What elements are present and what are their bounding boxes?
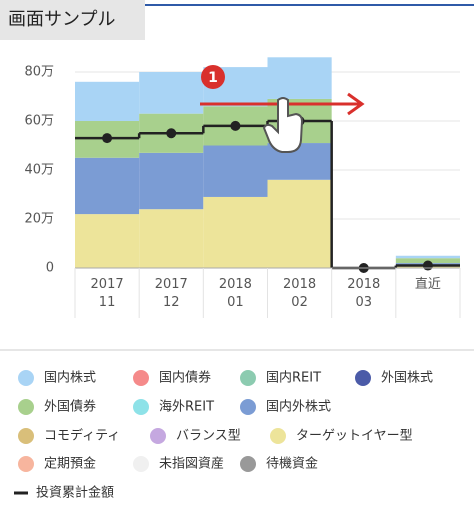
legend-label: コモディティ xyxy=(44,428,120,444)
y-tick-label: 80万 xyxy=(24,65,54,80)
legend-swatch xyxy=(240,370,256,386)
area-segment xyxy=(139,152,204,210)
y-tick-label: 0 xyxy=(46,261,54,276)
legend-label: ターゲットイヤー型 xyxy=(296,429,413,444)
legend-swatch xyxy=(240,456,256,472)
legend-label: 投資累計金額 xyxy=(36,485,114,501)
legend-label: 国内債券 xyxy=(159,370,211,386)
x-tick-label: 2018 02 xyxy=(283,277,317,310)
area-segment xyxy=(75,214,140,268)
annotation-number: 1 xyxy=(208,70,218,86)
legend-swatch xyxy=(270,428,286,444)
legend-label: バランス型 xyxy=(176,429,241,444)
legend-label: 外国株式 xyxy=(381,371,433,386)
legend-swatch xyxy=(355,370,371,386)
x-tick-label: 2017 11 xyxy=(90,277,124,310)
area-segment xyxy=(139,209,204,268)
annotation-badge xyxy=(201,65,225,89)
legend-swatch xyxy=(133,456,149,472)
area-segment xyxy=(203,145,268,197)
y-tick-label: 40万 xyxy=(24,163,54,178)
legend-swatch xyxy=(133,370,149,386)
legend-label: 海外REIT xyxy=(159,400,214,415)
legend-swatch xyxy=(18,456,34,472)
area-segment xyxy=(75,81,140,121)
y-tick-label: 20万 xyxy=(24,212,54,227)
line-dot xyxy=(422,260,433,271)
page-label: 画面サンプル xyxy=(0,0,145,40)
legend-label: 国内株式 xyxy=(44,370,96,386)
x-tick-label: 直近 xyxy=(414,277,441,292)
area-segment xyxy=(395,255,460,259)
area-segment xyxy=(267,179,332,268)
area-segment xyxy=(75,157,140,215)
legend-label: 国内外株式 xyxy=(266,399,331,415)
legend-label: 外国債券 xyxy=(44,399,96,415)
legend-label: 待機資金 xyxy=(266,456,318,472)
legend-label: 未指図資産 xyxy=(159,456,224,472)
legend-label: 定期預金 xyxy=(44,456,96,472)
legend-swatch xyxy=(240,399,256,415)
area-segment xyxy=(267,57,332,99)
x-tick-label: 2017 12 xyxy=(154,277,188,310)
legend-swatch xyxy=(18,428,34,444)
line-dot xyxy=(102,133,113,144)
line-dot xyxy=(230,120,241,131)
area-segment xyxy=(139,72,204,114)
arrow-head xyxy=(347,92,365,116)
legend-label: 国内REIT xyxy=(266,370,321,386)
legend-swatch xyxy=(18,399,34,415)
x-tick-label: 2018 01 xyxy=(218,277,252,310)
hand-icon xyxy=(262,97,304,153)
area-segment xyxy=(203,196,268,268)
y-tick-label: 60万 xyxy=(24,114,54,129)
legend-swatch xyxy=(133,399,149,415)
legend-swatch xyxy=(18,370,34,386)
legend-swatch xyxy=(150,428,166,444)
line-dot xyxy=(166,128,177,139)
x-tick-label: 2018 03 xyxy=(347,277,381,310)
